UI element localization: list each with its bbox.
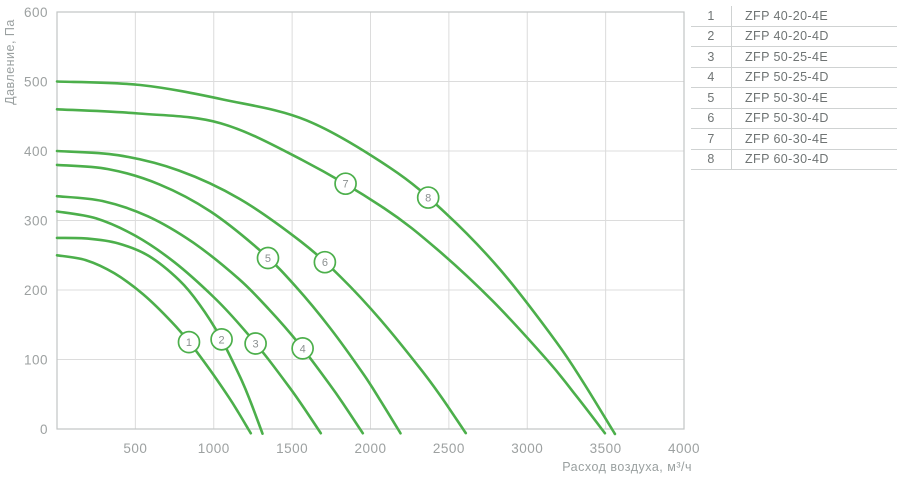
legend-row: 8 ZFP 60-30-4D	[691, 149, 897, 170]
curve-7	[55, 108, 607, 435]
legend-model-name: ZFP 50-25-4D	[745, 70, 829, 85]
curve-marker-circle-5	[256, 246, 280, 270]
curve-marker-number-5: 5	[265, 253, 271, 265]
legend-curve-number: 3	[691, 47, 732, 67]
curve-marker-circle-2	[210, 327, 233, 351]
x-tick-label: 2000	[354, 441, 386, 456]
curve-marker-circle-7	[334, 172, 357, 196]
curve-3	[55, 210, 323, 435]
curve-marker-circle-4	[291, 337, 314, 360]
legend-row: 6 ZFP 50-30-4D	[691, 108, 897, 129]
curve-5	[55, 163, 402, 435]
x-tick-label: 3000	[511, 441, 543, 456]
legend-row: 5 ZFP 50-30-4E	[691, 88, 897, 109]
legend-model-name: ZFP 50-25-4E	[745, 49, 829, 64]
y-tick-label: 200	[24, 283, 48, 298]
x-tick-label: 500	[123, 441, 147, 456]
y-tick-label: 300	[24, 213, 48, 228]
legend-model-name: ZFP 40-20-4D	[745, 29, 829, 44]
curve-marker-circle-3	[244, 332, 267, 355]
legend-row: 2 ZFP 40-20-4D	[691, 26, 897, 47]
x-tick-label: 3500	[590, 441, 622, 456]
legend-curve-number: 6	[691, 108, 732, 128]
y-tick-label: 400	[24, 144, 48, 159]
curve-2	[55, 236, 264, 435]
plot-border	[56, 11, 685, 430]
x-axis-title: Расход воздуха, м³/ч	[562, 460, 692, 474]
legend-curve-number: 5	[691, 88, 732, 108]
x-tick-label: 1500	[276, 441, 308, 456]
curve-marker-number-2: 2	[219, 334, 225, 346]
y-tick-label: 0	[40, 422, 48, 437]
legend-model-name: ZFP 60-30-4D	[745, 152, 829, 167]
legend-row: 3 ZFP 50-25-4E	[691, 47, 897, 68]
curve-marker-number-3: 3	[253, 338, 259, 350]
legend-curve-number: 8	[691, 149, 732, 169]
curve-6	[55, 149, 468, 435]
legend-row: 1 ZFP 40-20-4E	[691, 6, 897, 27]
curve-marker-circle-8	[416, 186, 440, 209]
legend-model-name: ZFP 40-20-4E	[745, 8, 829, 23]
y-tick-label: 600	[24, 5, 48, 20]
legend-curve-number: 7	[691, 129, 732, 149]
y-axis-title: Давление, Па	[3, 19, 17, 105]
curve-marker-number-7: 7	[343, 179, 349, 191]
legend-model-name: ZFP 50-30-4D	[745, 111, 829, 126]
legend-row: 7 ZFP 60-30-4E	[691, 129, 897, 150]
x-tick-label: 2500	[433, 441, 465, 456]
curve-marker-number-8: 8	[425, 193, 431, 205]
legend-model-name: ZFP 60-30-4E	[745, 131, 829, 146]
curve-8	[55, 80, 617, 436]
curve-4	[55, 194, 365, 435]
curve-marker-number-6: 6	[322, 257, 328, 269]
legend-curve-number: 1	[691, 6, 732, 26]
legend-curve-number: 2	[691, 26, 732, 46]
fan-model-legend-table: 1 ZFP 40-20-4E 2 ZFP 40-20-4D 3 ZFP 50-2…	[691, 6, 897, 170]
chart-svg: 1 2 3 4 5 6 7 8 0 100 200 300 400 500 600 500 1000 1500 20…	[3, 5, 700, 474]
x-tick-label: 4000	[668, 441, 700, 456]
x-tick-label: 1000	[198, 441, 230, 456]
legend-row: 4 ZFP 50-25-4D	[691, 67, 897, 88]
curve-marker-circle-1	[177, 330, 201, 354]
y-tick-label: 500	[24, 74, 48, 89]
curve-marker-number-4: 4	[300, 343, 306, 355]
curve-marker-number-1: 1	[186, 337, 192, 349]
legend-model-name: ZFP 50-30-4E	[745, 90, 829, 105]
curve-marker-circle-6	[313, 250, 337, 274]
legend-curve-number: 4	[691, 67, 732, 87]
y-tick-label: 100	[24, 352, 48, 367]
